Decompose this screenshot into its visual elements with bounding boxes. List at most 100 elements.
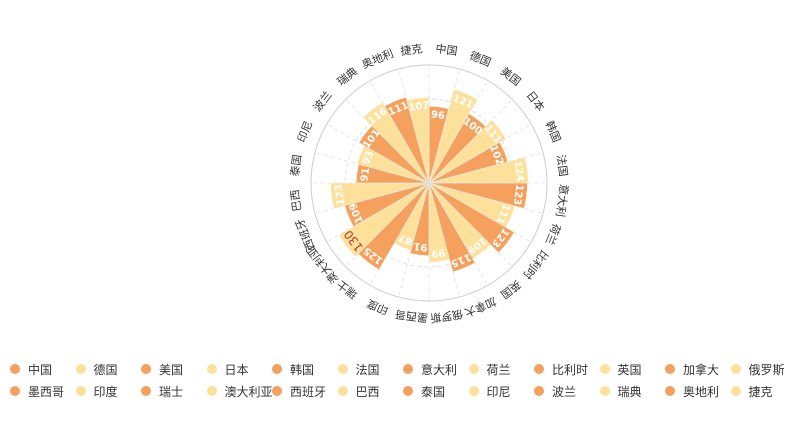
legend-swatch: [141, 364, 151, 374]
legend-swatch: [468, 364, 479, 374]
legend-item-日本[interactable]: 日本: [206, 360, 249, 378]
legend-label: 捷克: [748, 384, 773, 399]
spoke-2: [428, 80, 489, 184]
value-label-墨西哥: 91: [413, 240, 428, 253]
legend-item-印度[interactable]: 印度: [75, 382, 118, 400]
legend-label: 波兰: [552, 384, 577, 399]
legend-label: 德国: [93, 362, 118, 377]
value-label-印尼: 93: [361, 149, 377, 166]
spoke-14: [369, 182, 430, 286]
spoke-19: [314, 152, 430, 184]
legend-item-奥地利[interactable]: 奥地利: [665, 382, 719, 400]
bar-澳大利亚: [338, 182, 430, 257]
spoke-9: [428, 182, 513, 267]
spoke-3: [428, 99, 513, 184]
axis-label-韩国: 韩国: [543, 119, 564, 145]
axis-label-瑞典: 瑞典: [334, 64, 360, 88]
legend-label: 泰国: [421, 384, 446, 399]
legend-item-德国[interactable]: 德国: [75, 360, 118, 378]
spoke-13: [398, 182, 430, 298]
legend-label: 中国: [28, 362, 53, 377]
legend-swatch: [534, 364, 544, 374]
legend-label: 英国: [617, 362, 642, 377]
value-label-中国: 96: [430, 109, 445, 122]
legend-item-泰国[interactable]: 泰国: [403, 382, 445, 400]
legend-label: 韩国: [290, 362, 315, 377]
legend-swatch: [272, 364, 282, 374]
axis-label-德国: 德国: [468, 48, 494, 69]
axis-label-英国: 英国: [498, 277, 524, 301]
bar-日本: [428, 119, 507, 184]
legend-item-比利时[interactable]: 比利时: [534, 360, 588, 378]
legend-swatch: [730, 364, 741, 374]
legend-swatch: [272, 386, 282, 396]
spoke-17: [314, 182, 430, 214]
spoke-11: [428, 182, 460, 298]
legend-item-美国[interactable]: 美国: [141, 360, 183, 378]
legend-swatch: [337, 386, 348, 396]
axis-label-意大利: 意大利: [553, 183, 571, 218]
legend-item-巴西[interactable]: 巴西: [337, 382, 380, 400]
legend-item-波兰[interactable]: 波兰: [534, 382, 576, 400]
value-label-意大利: 123: [511, 184, 525, 206]
axis-label-波兰: 波兰: [311, 89, 335, 114]
spoke-23: [398, 68, 430, 184]
legend-label: 意大利: [421, 362, 458, 377]
legend-swatch: [10, 364, 20, 374]
legend-swatch: [665, 364, 675, 374]
legend-item-瑞典[interactable]: 瑞典: [599, 382, 642, 400]
spoke-5: [428, 152, 544, 184]
legend-swatch: [403, 386, 413, 396]
legend-swatch: [534, 386, 544, 396]
spoke-20: [326, 123, 430, 184]
legend-swatch: [599, 386, 610, 396]
spoke-16: [326, 182, 430, 243]
legend-label: 瑞典: [617, 384, 642, 399]
legend-item-西班牙[interactable]: 西班牙: [272, 382, 326, 400]
bar-奥地利: [384, 96, 430, 184]
legend-item-印尼[interactable]: 印尼: [468, 382, 511, 400]
legend-swatch: [403, 364, 413, 374]
legend-item-墨西哥[interactable]: 墨西哥: [10, 382, 64, 400]
spoke-1: [428, 68, 460, 184]
value-label-捷克: 107: [408, 100, 430, 114]
legend-item-韩国[interactable]: 韩国: [272, 360, 314, 378]
value-label-泰国: 91: [359, 167, 372, 182]
legend-label: 印尼: [486, 384, 511, 399]
legend-row: 中国 德国 美国 日本 韩国 法国 意大利 荷兰 比利时 英国 加拿大 俄罗斯: [10, 360, 800, 378]
legend-swatch: [468, 386, 479, 396]
value-label-俄罗斯: 99: [431, 246, 446, 259]
axis-label-日本: 日本: [523, 88, 547, 114]
legend-item-中国[interactable]: 中国: [10, 360, 52, 378]
spoke-8: [428, 182, 532, 243]
legend-swatch: [141, 386, 151, 396]
axis-label-巴西: 巴西: [288, 189, 304, 213]
legend-row: 墨西哥 印度 瑞士 澳大利亚 西班牙 巴西 泰国 印尼 波兰 瑞典 奥地利 捷克: [10, 382, 800, 400]
axis-label-奥地利: 奥地利: [360, 46, 396, 72]
legend-label: 比利时: [552, 362, 589, 377]
legend-label: 巴西: [355, 384, 380, 399]
legend-item-瑞士[interactable]: 瑞士: [141, 382, 183, 400]
legend-swatch: [10, 386, 20, 396]
legend-item-意大利[interactable]: 意大利: [403, 360, 457, 378]
legend-item-加拿大[interactable]: 加拿大: [665, 360, 719, 378]
value-label-巴西: 123: [334, 184, 348, 206]
spoke-7: [428, 182, 544, 214]
spoke-15: [345, 182, 430, 267]
legend-label: 奥地利: [683, 384, 720, 399]
legend-label: 日本: [224, 362, 249, 377]
axis-label-美国: 美国: [498, 65, 523, 89]
legend-item-荷兰[interactable]: 荷兰: [468, 360, 511, 378]
legend-swatch: [337, 364, 348, 374]
legend-item-俄罗斯[interactable]: 俄罗斯: [730, 360, 785, 378]
legend-swatch: [206, 364, 217, 374]
legend-item-英国[interactable]: 英国: [599, 360, 642, 378]
spoke-22: [369, 80, 430, 184]
legend-item-法国[interactable]: 法国: [337, 360, 380, 378]
legend-item-澳大利亚[interactable]: 澳大利亚: [206, 382, 273, 400]
axis-label-墨西哥: 墨西哥: [394, 307, 428, 324]
legend-item-捷克[interactable]: 捷克: [730, 382, 773, 400]
spoke-21: [345, 99, 430, 184]
